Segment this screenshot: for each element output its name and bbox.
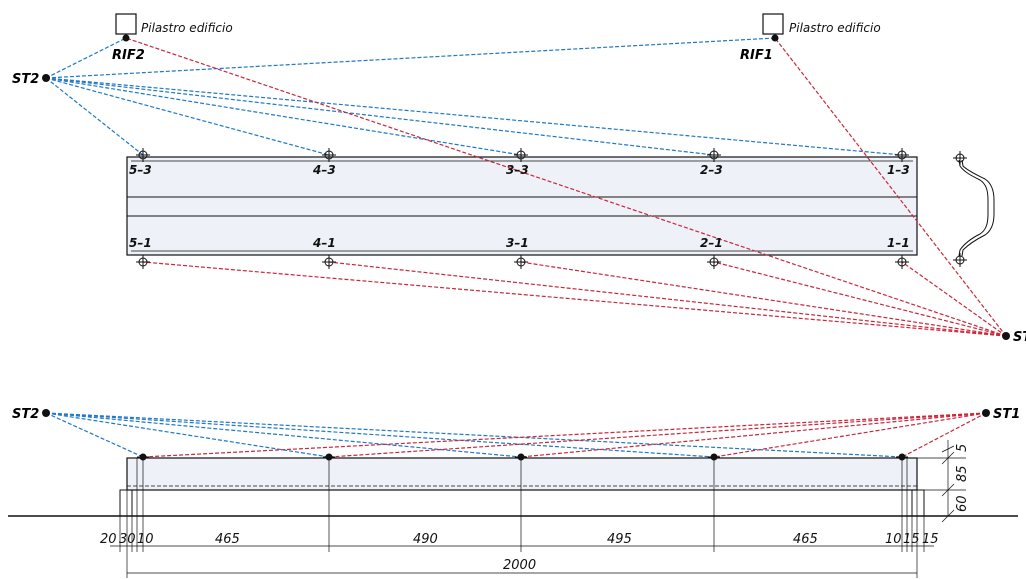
dim-10-right: 10 [885, 532, 902, 547]
top-targets [136, 148, 909, 162]
dim-30: 30 [119, 532, 136, 547]
point-3-1: 3–1 [506, 236, 529, 250]
point-1-1: 1–1 [887, 236, 910, 250]
dim-490: 490 [413, 532, 438, 547]
st1-label-plan: ST1 [1013, 330, 1026, 345]
dim-495: 495 [607, 532, 632, 547]
st2-label-plan: ST2 [12, 72, 39, 87]
point-4-3: 4–3 [312, 163, 336, 177]
rif2-label: RIF2 [112, 48, 145, 63]
st2-sightlines-elev [45, 412, 903, 458]
point-2-3: 2–3 [700, 163, 723, 177]
st2-sightlines [45, 37, 903, 156]
elevation-view: ST2 ST1 20 30 [8, 407, 1020, 578]
dim-20: 20 [100, 532, 117, 547]
dim-total: 2000 [503, 558, 536, 573]
point-3-3: 3–3 [506, 163, 529, 177]
point-2-1: 2–1 [700, 236, 723, 250]
rif1-point [771, 34, 779, 42]
point-1-3: 1–3 [887, 163, 910, 177]
st1-sightlines-elev [142, 412, 987, 458]
beam-elevation [126, 457, 918, 491]
dim-vert-85: 85 [955, 465, 970, 482]
pillar-right-label: Pilastro edificio [789, 21, 881, 35]
dim-vert-60: 60 [955, 495, 970, 512]
st1-station-plan [1002, 332, 1010, 340]
beam-section-profile [953, 151, 995, 267]
pillar-left [115, 13, 137, 35]
plan-view: Pilastro edificio RIF2 Pilastro edificio… [12, 13, 1026, 345]
st2-label-elev: ST2 [12, 407, 39, 422]
beam-plan [126, 156, 918, 256]
elevation-targets [137, 453, 908, 461]
dim-465-right: 465 [793, 532, 818, 547]
pillar-left-label: Pilastro edificio [141, 21, 233, 35]
rif1-label: RIF1 [740, 48, 773, 63]
dim-15-a: 15 [903, 532, 920, 547]
dim-465-left: 465 [215, 532, 240, 547]
point-5-3: 5–3 [129, 163, 152, 177]
st1-sightlines [125, 37, 1007, 337]
point-4-1: 4–1 [312, 236, 336, 250]
point-5-1: 5–1 [129, 236, 152, 250]
dim-10-left: 10 [137, 532, 154, 547]
bottom-targets [136, 255, 909, 269]
dim-15-b: 15 [922, 532, 939, 547]
st2-station-plan [42, 74, 50, 82]
rif2-point [122, 34, 130, 42]
st2-station-elev [42, 409, 50, 417]
pillar-right [762, 13, 784, 35]
st1-label-elev: ST1 [993, 407, 1020, 422]
dim-vert-5: 5 [955, 444, 970, 452]
st1-station-elev [982, 409, 990, 417]
vertical-dimensions [917, 440, 966, 523]
